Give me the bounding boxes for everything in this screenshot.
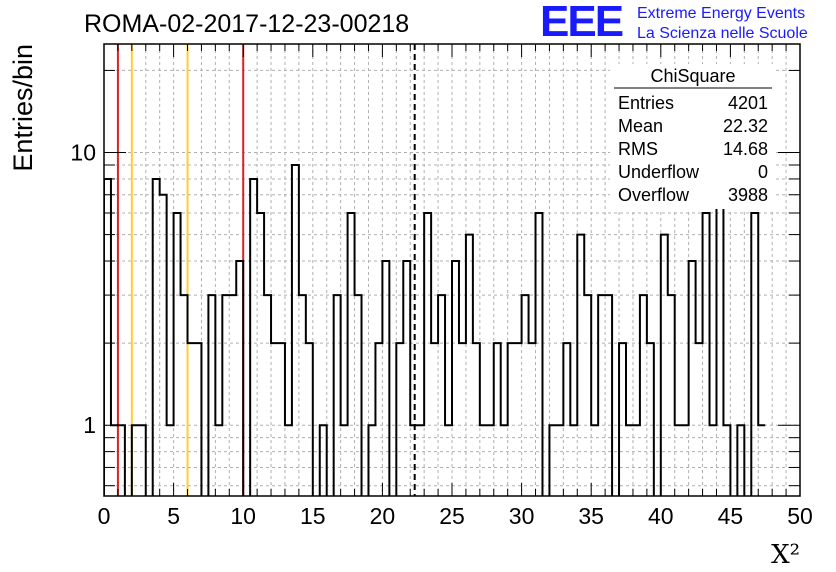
x-axis-label: X²: [771, 540, 800, 570]
x-tick-label: 35: [578, 503, 604, 529]
x-tick-label: 5: [167, 503, 180, 529]
eee-logo-mark: EEE: [540, 0, 624, 46]
x-tick-label: 20: [370, 503, 396, 529]
stats-row-value: 3988: [728, 185, 768, 205]
y-axis-label: Entries/bin: [8, 44, 38, 172]
run-title: ROMA-02-2017-12-23-00218: [84, 10, 410, 38]
stats-row-label: Entries: [618, 93, 674, 113]
logo-line-1: Extreme Energy Events: [637, 5, 806, 22]
stats-box-title: ChiSquare: [650, 66, 735, 86]
stats-row-label: Overflow: [618, 185, 690, 205]
x-tick-label: 30: [509, 503, 535, 529]
stats-row-value: 4201: [728, 93, 768, 113]
histogram-series: [104, 129, 766, 496]
x-tick-label: 25: [439, 503, 465, 529]
x-tick-label: 45: [718, 503, 744, 529]
x-tick-label: 15: [300, 503, 326, 529]
stats-row-label: Underflow: [618, 162, 700, 182]
y-tick-label: 10: [70, 140, 96, 166]
stats-row-value: 0: [758, 162, 768, 182]
stats-row-value: 22.32: [723, 116, 768, 136]
eee-logo: EEE Extreme Energy Events La Scienza nel…: [540, 0, 830, 46]
logo-line-2: La Scienza nelle Scuole: [637, 25, 808, 42]
stats-row-label: Mean: [618, 116, 663, 136]
y-tick-label: 1: [83, 412, 96, 438]
x-tick-label: 0: [98, 503, 111, 529]
x-tick-label: 10: [230, 503, 256, 529]
x-tick-label: 40: [648, 503, 674, 529]
stats-row-value: 14.68: [723, 139, 768, 159]
stats-row-label: RMS: [618, 139, 658, 159]
x-tick-label: 50: [787, 503, 813, 529]
